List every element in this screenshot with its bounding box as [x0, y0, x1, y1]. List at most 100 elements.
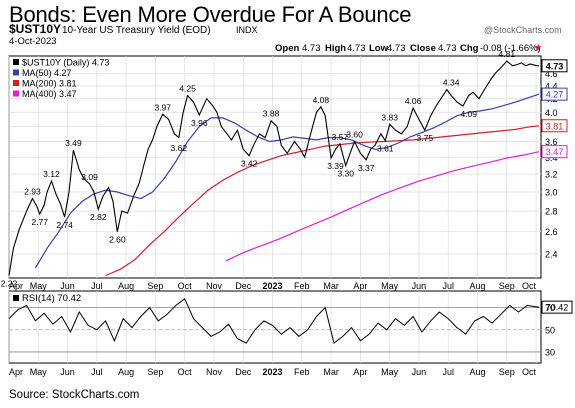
- source-credit: Source: StockCharts.com: [9, 389, 140, 401]
- rsi-legend-swatch: [13, 295, 19, 301]
- right-value-label: 3.81: [546, 121, 564, 131]
- low-value: 4.73: [387, 43, 406, 54]
- price-annotation: 3.39: [327, 161, 344, 171]
- price-annotation: 3.62: [171, 143, 188, 153]
- legend-swatch: [13, 59, 19, 65]
- price-annotation: 3.49: [65, 138, 82, 148]
- rsi-series-line: [8, 298, 540, 344]
- price-y-tick-label: 4.4: [545, 81, 558, 91]
- price-x-tick-label: May: [381, 281, 399, 291]
- rsi-lines: 70.42: [8, 298, 573, 344]
- rsi-x-tick-label: Aug: [118, 367, 134, 377]
- price-x-tick-label: Sep: [147, 281, 163, 291]
- close-value: 4.73: [438, 43, 457, 54]
- right-value-box: [541, 87, 568, 101]
- price-y-tick-label: 2.4: [545, 249, 558, 259]
- rsi-x-tick-label: Jul: [91, 367, 103, 377]
- price-series-line: [8, 60, 539, 276]
- rsi-x-tick-label: 2023: [263, 367, 283, 377]
- price-annotation: 4.09: [460, 109, 477, 119]
- rsi-y-tick-label: 70: [545, 303, 555, 313]
- exchange-label: INDX: [236, 25, 258, 35]
- price-y-tick-label: 3.6: [545, 137, 558, 147]
- rsi-x-tick-label: May: [381, 367, 399, 377]
- price-annotation: 3.96: [191, 118, 208, 128]
- price-annotation: 3.37: [358, 163, 375, 173]
- price-annotation: 4.08: [313, 95, 330, 105]
- ma-line-1: [34, 93, 540, 269]
- page-title: Bonds: Even More Overdue For A Bounce: [9, 2, 412, 27]
- open-value: 4.73: [302, 43, 321, 54]
- price-y-tick-label: 2.8: [545, 207, 558, 217]
- price-panel-frame: [8, 55, 542, 279]
- symbol-name: 10-Year US Treasury Yield (EOD): [62, 25, 211, 36]
- high-label: High: [325, 43, 346, 54]
- price-annotation: 2.77: [31, 217, 48, 227]
- rsi-x-tick-label: Apr: [353, 367, 367, 377]
- legend-swatch: [13, 90, 19, 97]
- ma-line-3: [225, 151, 540, 262]
- price-x-tick-label: Jul: [91, 281, 103, 291]
- right-value-label: 4.73: [546, 61, 564, 71]
- rsi-x-tick-label: Jun: [412, 367, 427, 377]
- price-annotation: 3.42: [241, 159, 258, 169]
- rsi-x-tick-label: Dec: [235, 367, 252, 377]
- price-x-tick-label: Oct: [178, 281, 193, 291]
- rsi-x-tick-label: Aug: [470, 367, 486, 377]
- price-annotation: 3.60: [346, 129, 363, 139]
- rsi-y-tick-label: 50: [545, 325, 555, 335]
- rsi-legend-label: RSI(14) 70.42: [22, 293, 81, 304]
- price-annotation: 3.61: [377, 144, 394, 154]
- right-value-label: 4.27: [546, 90, 564, 100]
- price-annotation: 3.12: [43, 169, 60, 179]
- price-y-tick-label: 4.6: [545, 69, 558, 79]
- right-value-box: [541, 59, 568, 73]
- price-annotation: 2.22: [1, 278, 18, 288]
- price-lines: [8, 60, 540, 277]
- right-value-box: [541, 119, 568, 133]
- price-x-tick-label: Dec: [235, 281, 252, 291]
- price-annotation: 4.06: [405, 96, 422, 106]
- price-annotation: 2.93: [24, 187, 41, 197]
- price-x-tick-label: Feb: [294, 281, 310, 291]
- price-annotation: 3.88: [263, 109, 280, 119]
- rsi-y-ticks: 30 50 70: [545, 303, 555, 357]
- price-x-axis: Apr May Jun Jul Aug Sep Oct Nov Dec 2023 Feb Mar Apr…: [9, 281, 537, 291]
- price-annotation: 3.09: [81, 172, 98, 182]
- legend-label: MA(50) 4.27: [22, 68, 72, 78]
- price-annotation: 3.97: [154, 102, 171, 112]
- price-y-tick-label: 3.2: [545, 170, 558, 180]
- price-y-tick-label: 2.6: [545, 227, 558, 237]
- price-x-tick-label: Apr: [9, 281, 23, 291]
- ma-line-2: [105, 125, 540, 277]
- price-x-tick-label: Jun: [412, 281, 427, 291]
- rsi-x-tick-label: Apr: [9, 367, 23, 377]
- rsi-x-tick-label: Sep: [147, 367, 163, 377]
- legend-label: MA(200) 3.81: [22, 79, 77, 89]
- rsi-x-tick-label: Sep: [499, 367, 515, 377]
- rsi-panel-frame: [8, 290, 542, 364]
- high-value: 4.73: [347, 43, 366, 54]
- symbol-label: $UST10Y: [9, 22, 61, 36]
- price-annotation: 4.25: [179, 83, 196, 93]
- price-x-tick-label: Jun: [60, 281, 75, 291]
- price-annotation: 2.74: [56, 220, 73, 230]
- rsi-value-label: 70.42: [546, 303, 569, 313]
- right-value-box: [541, 145, 568, 159]
- rsi-x-tick-label: Oct: [178, 367, 193, 377]
- rsi-x-tick-label: Mar: [323, 367, 339, 377]
- price-x-tick-label: Aug: [470, 281, 486, 291]
- legend-swatch: [13, 69, 19, 76]
- price-annotation: 2.82: [90, 212, 107, 222]
- price-x-tick-label: Nov: [206, 281, 223, 291]
- close-label: Close: [410, 43, 436, 54]
- chg-label: Chg: [460, 43, 479, 54]
- rsi-value-box: [541, 300, 573, 314]
- chg-value: -0.08 (-1.66%): [480, 43, 541, 54]
- price-annotation: 3.75: [417, 133, 434, 143]
- down-arrow-icon: [535, 46, 541, 51]
- watermark: @StockCharts.com: [484, 25, 562, 35]
- rsi-grid: [8, 291, 541, 363]
